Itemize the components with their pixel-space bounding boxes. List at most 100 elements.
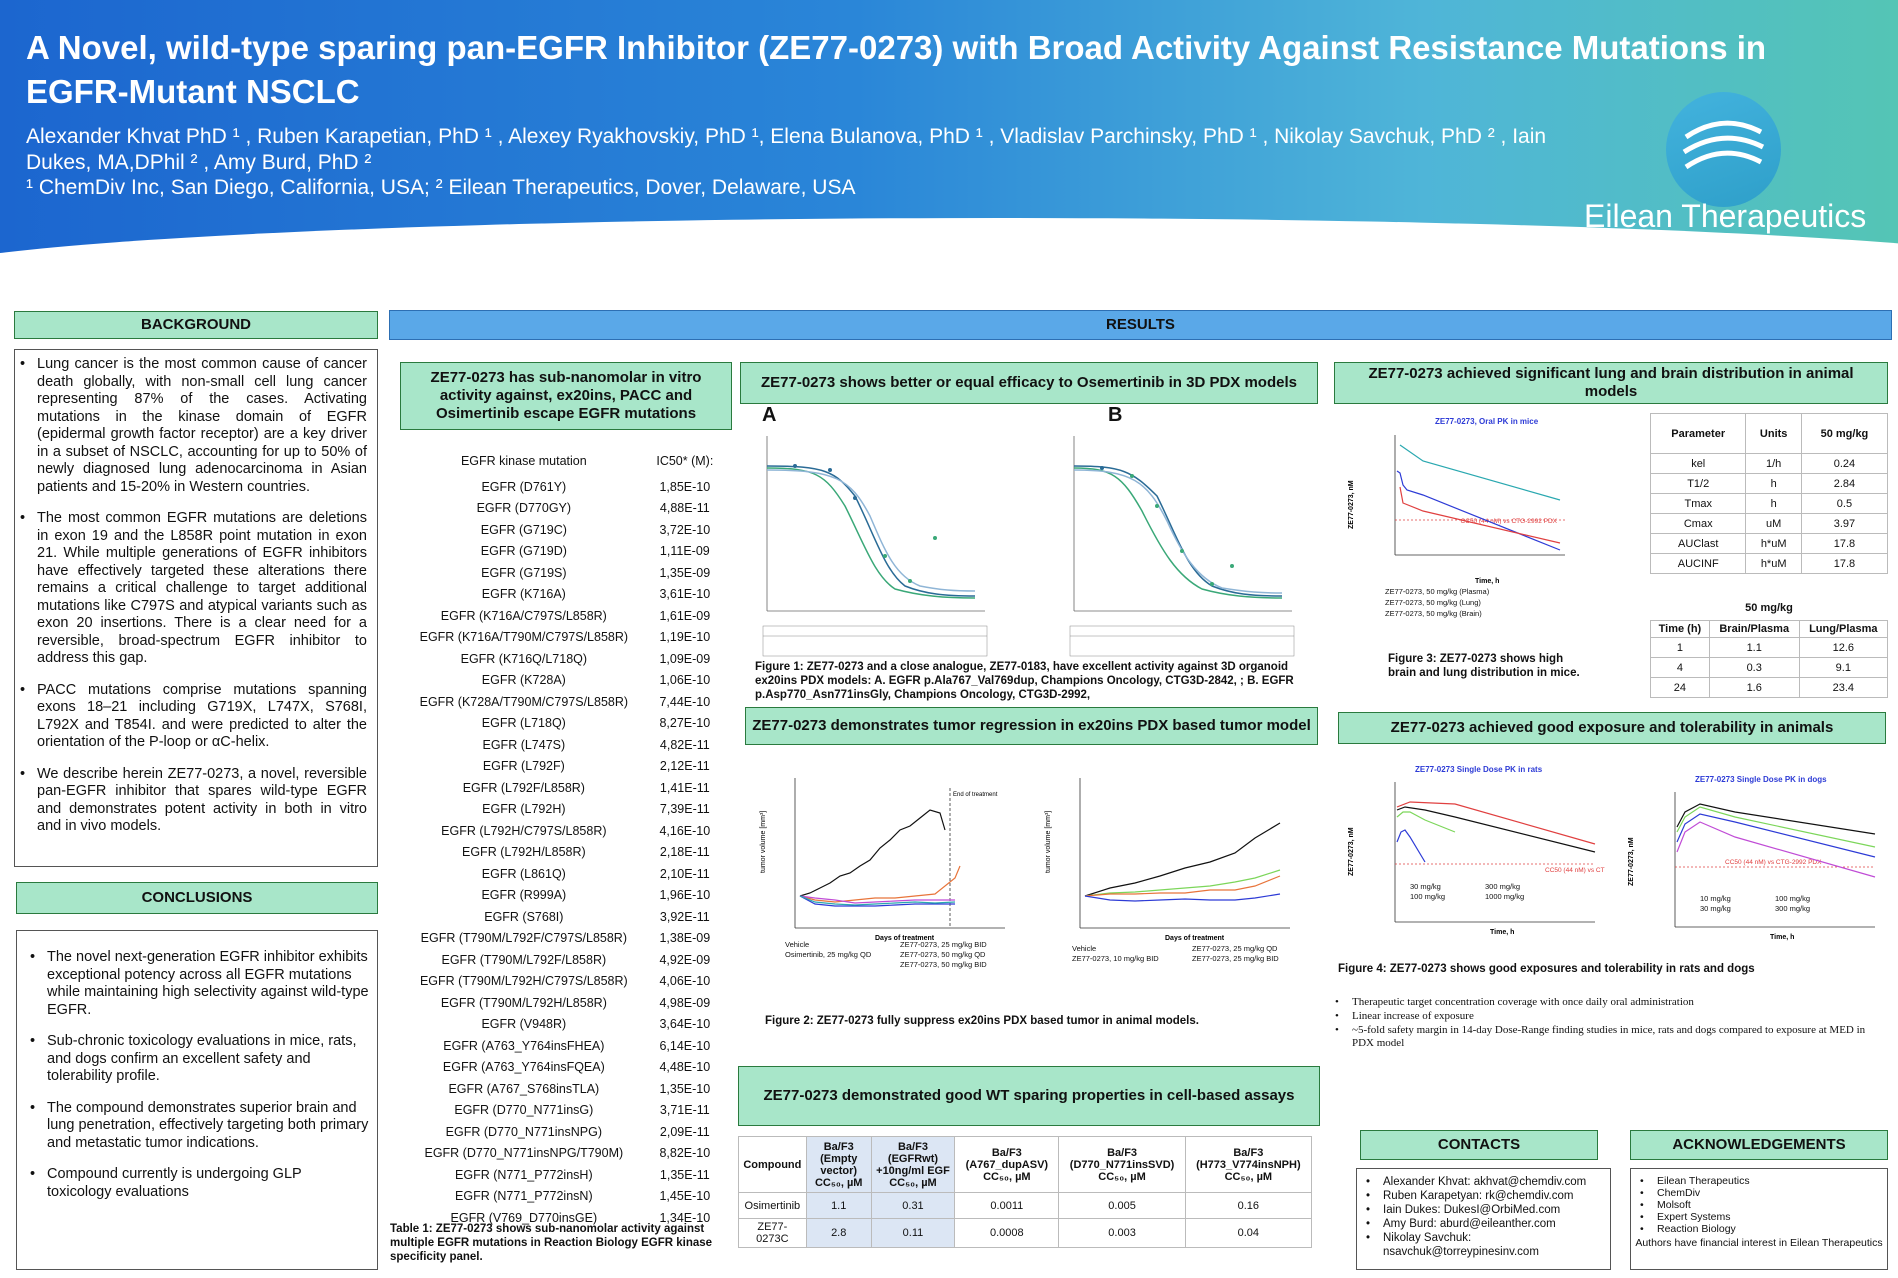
- table-cell: AUClast: [1649, 533, 1747, 554]
- ic50-value: 1,45E-10: [659, 1189, 711, 1204]
- legend-item: Vehicle: [1072, 944, 1097, 953]
- table-cell: h*uM: [1745, 533, 1802, 554]
- table-row: Tmax h 0.5: [1649, 493, 1889, 514]
- table-cell: 17.8: [1800, 553, 1889, 574]
- contact-item: Nikolay Savchuk: nsavchuk@torreypinesinv…: [1361, 1231, 1608, 1259]
- table-header: Ba/F3 (D770_N771insSVD) CC₅₀, µM: [1058, 1136, 1186, 1193]
- legend-item: ZE77-0273, 50 mg/kg QD: [900, 950, 986, 959]
- legend-item: Vehicle: [785, 940, 810, 949]
- background-bullet: The most common EGFR mutations are delet…: [15, 510, 367, 668]
- legend-item: ZE77-0273, 50 mg/kg BID: [900, 960, 987, 969]
- conclusion-bullet: The novel next-generation EGFR inhibitor…: [25, 949, 369, 1019]
- regression-ylabel: tumor volume [mm³]: [760, 811, 767, 873]
- acknowledgements-heading: ACKNOWLEDGEMENTS: [1630, 1130, 1888, 1160]
- contact-item: Amy Burd: aburd@eileanther.com: [1361, 1217, 1608, 1231]
- background-bullet: Lung cancer is the most common cause of …: [15, 356, 367, 496]
- legend-item: 300 mg/kg: [1775, 904, 1811, 913]
- ic50-value: 3,61E-10: [659, 587, 711, 602]
- ic50-row: EGFR (D761Y) 1,85E-10: [400, 476, 722, 498]
- ic50-value: 4,06E-10: [659, 974, 711, 989]
- ack-item: Expert Systems: [1635, 1211, 1883, 1223]
- table-row: AUClast h*uM 17.8: [1649, 533, 1889, 554]
- table-cell: 9.1: [1798, 657, 1889, 678]
- ic50-mutation: EGFR (K728A/T790M/C797S/L858R): [419, 694, 629, 709]
- table-header: Parameter: [1649, 413, 1747, 454]
- contacts-heading: CONTACTS: [1360, 1130, 1598, 1160]
- table-cell: 2.8: [805, 1218, 872, 1248]
- table-cell: h*uM: [1745, 553, 1802, 574]
- ic50-value: 7,39E-11: [659, 802, 710, 817]
- ic50-mutation: EGFR (T790M/L792F/L858R): [441, 952, 607, 967]
- dog-legend: 10 mg/kg 100 mg/kg 30 mg/kg 300 mg/kg: [1700, 894, 1850, 914]
- background-heading: BACKGROUND: [14, 311, 378, 339]
- legend-item: ZE77-0273, 50 mg/kg (Plasma): [1385, 587, 1490, 596]
- ic50-row: EGFR (N771_P772insN) 1,45E-10: [400, 1186, 722, 1208]
- pdx3d-plot-b: [1062, 426, 1302, 666]
- distribution-caption: Figure 3: ZE77-0273 shows high brain and…: [1388, 653, 1580, 679]
- ic50-row: EGFR (T790M/L792F/L858R) 4,92E-09: [400, 949, 722, 971]
- ratio-table-title: 50 mg/kg: [1745, 602, 1793, 614]
- ic50-row: EGFR (G719C) 3,72E-10: [400, 519, 722, 541]
- ic50-row: EGFR (L718Q) 8,27E-10: [400, 713, 722, 735]
- ic50-mutation: EGFR (L747S): [482, 737, 566, 752]
- table-header: Ba/F3 (Empty vector) CC₅₀, µM: [805, 1136, 872, 1193]
- legend-item: ZE77-0273, 50 mg/kg (Lung): [1385, 598, 1481, 607]
- legend-item: 30 mg/kg: [1700, 904, 1731, 913]
- exposure-heading: ZE77-0273 achieved good exposure and tol…: [1338, 712, 1886, 744]
- table-cell: 0.11: [870, 1218, 956, 1248]
- table-cell: 0.0011: [954, 1192, 1060, 1219]
- acknowledgements-box: Eilean Therapeutics ChemDiv Molsoft Expe…: [1630, 1168, 1888, 1270]
- ic50-value: 2,18E-11: [659, 845, 710, 860]
- regression-plot-left: tumor volume [mm³] Days of treatment End…: [755, 768, 1020, 978]
- dog-pk-title: ZE77-0273 Single Dose PK in dogs: [1695, 775, 1827, 784]
- legend-item: 1000 mg/kg: [1485, 892, 1525, 901]
- ic50-value: 1,34E-10: [659, 1210, 711, 1225]
- ic50-value: 6,14E-10: [659, 1038, 711, 1053]
- table-cell: 1/h: [1745, 453, 1802, 474]
- table-cell: Osimertinib: [738, 1192, 807, 1219]
- legend-item: ZE77-0273, 25 mg/kg BID: [1192, 954, 1279, 963]
- background-bullet: We describe herein ZE77-0273, a novel, r…: [15, 766, 367, 836]
- ic50-value: 4,16E-10: [659, 823, 711, 838]
- logo-text: Eilean Therapeutics: [1584, 198, 1867, 234]
- wt-heading: ZE77-0273 demonstrated good WT sparing p…: [738, 1066, 1320, 1126]
- ic50-row: EGFR (L792H/L858R) 2,18E-11: [400, 842, 722, 864]
- table-cell: 1.1: [805, 1192, 872, 1219]
- ic50-col-value: IC50* (M):: [656, 454, 714, 468]
- ic50-value: 2,09E-11: [659, 1124, 710, 1139]
- ic50-row: EGFR (A763_Y764insFQEA) 4,48E-10: [400, 1057, 722, 1079]
- table-cell: 0.16: [1184, 1192, 1313, 1219]
- table-cell: 1.1: [1708, 637, 1800, 658]
- table-row: kel 1/h 0.24: [1649, 453, 1889, 474]
- ic50-mutation: EGFR (L718Q): [481, 716, 566, 731]
- conclusion-bullet: Sub-chronic toxicology evaluations in mi…: [25, 1033, 369, 1086]
- pdx3d-caption: Figure 1: ZE77-0273 and a close analogue…: [755, 661, 1294, 701]
- panel-a-label: A: [762, 404, 777, 426]
- ic50-mutation: EGFR (D770_N771insNPG): [445, 1124, 602, 1139]
- ic50-row: EGFR (L747S) 4,82E-11: [400, 734, 722, 756]
- regression-legend-right: Vehicle ZE77-0273, 25 mg/kg QD ZE77-0273…: [1072, 944, 1312, 964]
- ic50-row: EGFR (K716A/C797S/L858R) 1,61E-09: [400, 605, 722, 627]
- table-cell: Cmax: [1649, 513, 1747, 534]
- ic50-col-mutation: EGFR kinase mutation: [460, 454, 587, 468]
- ic50-value: 4,92E-09: [659, 952, 711, 967]
- rat-legend: 30 mg/kg 300 mg/kg 100 mg/kg 1000 mg/kg: [1410, 882, 1560, 902]
- legend-item: 10 mg/kg: [1700, 894, 1731, 903]
- ic50-mutation: EGFR (V948R): [481, 1017, 567, 1032]
- ic50-row: EGFR (A767_S768insTLA) 1,35E-10: [400, 1078, 722, 1100]
- ic50-mutation: EGFR (L792F/L858R): [462, 780, 585, 795]
- table-cell: ZE77-0273C: [738, 1218, 807, 1248]
- pdx3d-heading: ZE77-0273 shows better or equal efficacy…: [740, 362, 1318, 404]
- ic50-mutation: EGFR (L792H/L858R): [462, 845, 586, 860]
- ic50-mutation: EGFR (K716A/C797S/L858R): [440, 608, 607, 623]
- ic50-row: EGFR (L792F) 2,12E-11: [400, 756, 722, 778]
- ic50-row: EGFR (D770_N771insG) 3,71E-11: [400, 1100, 722, 1122]
- ic50-row: EGFR (L792F/L858R) 1,41E-11: [400, 777, 722, 799]
- ic50-row: EGFR (L861Q) 2,10E-11: [400, 863, 722, 885]
- ic50-mutation: EGFR (L792F): [482, 759, 565, 774]
- pdx3d-plot-a: [755, 426, 995, 666]
- ic50-value: 4,98E-09: [659, 995, 711, 1010]
- background-box: Lung cancer is the most common cause of …: [14, 349, 378, 867]
- distribution-plot: ZE77-0273, Oral PK in mice ZE77-0273, nM…: [1345, 415, 1580, 625]
- ic50-mutation: EGFR (K716Q/L718Q): [460, 651, 588, 666]
